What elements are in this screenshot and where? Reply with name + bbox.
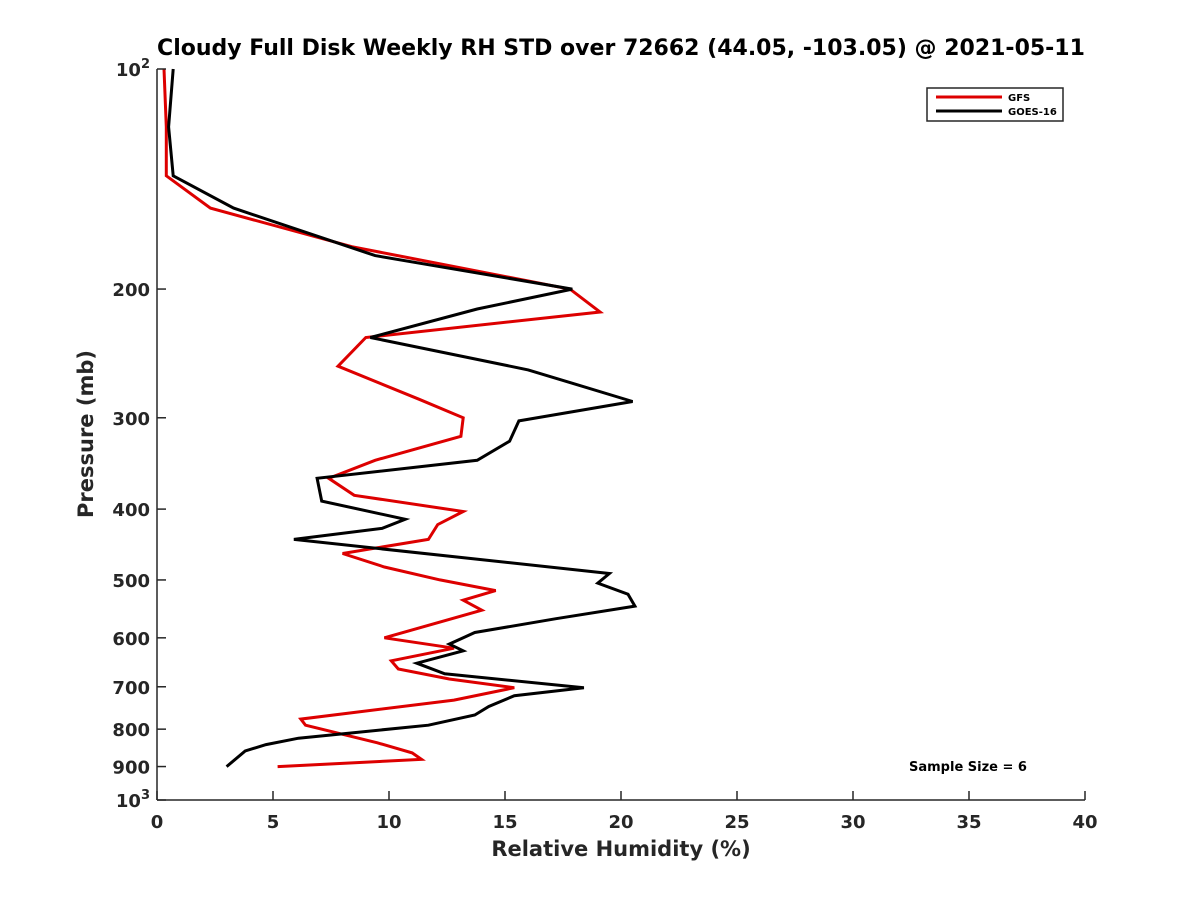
y-tick-label: 900 — [112, 758, 150, 779]
series-line-gfs — [162, 68, 605, 769]
x-tick-label: 10 — [376, 812, 401, 833]
x-tick-label: 0 — [151, 812, 164, 833]
legend-label-gfs: GFS — [1008, 93, 1030, 104]
x-tick-label: 35 — [956, 812, 981, 833]
x-tick-label: 30 — [840, 812, 865, 833]
series-line-goes-16 — [167, 68, 638, 768]
y-tick-label: 103 — [116, 788, 150, 812]
axes: 0 5 10 15 20 25 30 35 40 102 200 300 400 500 600 700 800… — [112, 57, 1097, 833]
legend: GFS GOES-16 — [926, 87, 1064, 122]
y-axis-label: Pressure (mb) — [74, 350, 98, 518]
x-tick-label: 5 — [267, 812, 280, 833]
legend-box — [926, 87, 1064, 122]
x-tick-label: 40 — [1072, 812, 1097, 833]
y-tick-label: 200 — [112, 280, 150, 301]
y-tick-label: 700 — [112, 678, 150, 699]
y-tick-label: 600 — [112, 629, 150, 650]
legend-label-goes-16: GOES-16 — [1008, 107, 1057, 118]
y-tick-label: 102 — [116, 57, 150, 81]
plot-area — [162, 68, 638, 769]
y-tick-label: 800 — [112, 720, 150, 741]
y-tick-label: 300 — [112, 409, 150, 430]
x-tick-label: 15 — [492, 812, 517, 833]
y-tick-label: 500 — [112, 571, 150, 592]
sample-size-note: Sample Size = 6 — [909, 760, 1027, 775]
y-tick-label: 400 — [112, 500, 150, 521]
chart-title: Cloudy Full Disk Weekly RH STD over 7266… — [157, 36, 1085, 61]
x-axis-label: Relative Humidity (%) — [491, 837, 750, 861]
x-tick-label: 20 — [608, 812, 633, 833]
x-tick-label: 25 — [724, 812, 749, 833]
